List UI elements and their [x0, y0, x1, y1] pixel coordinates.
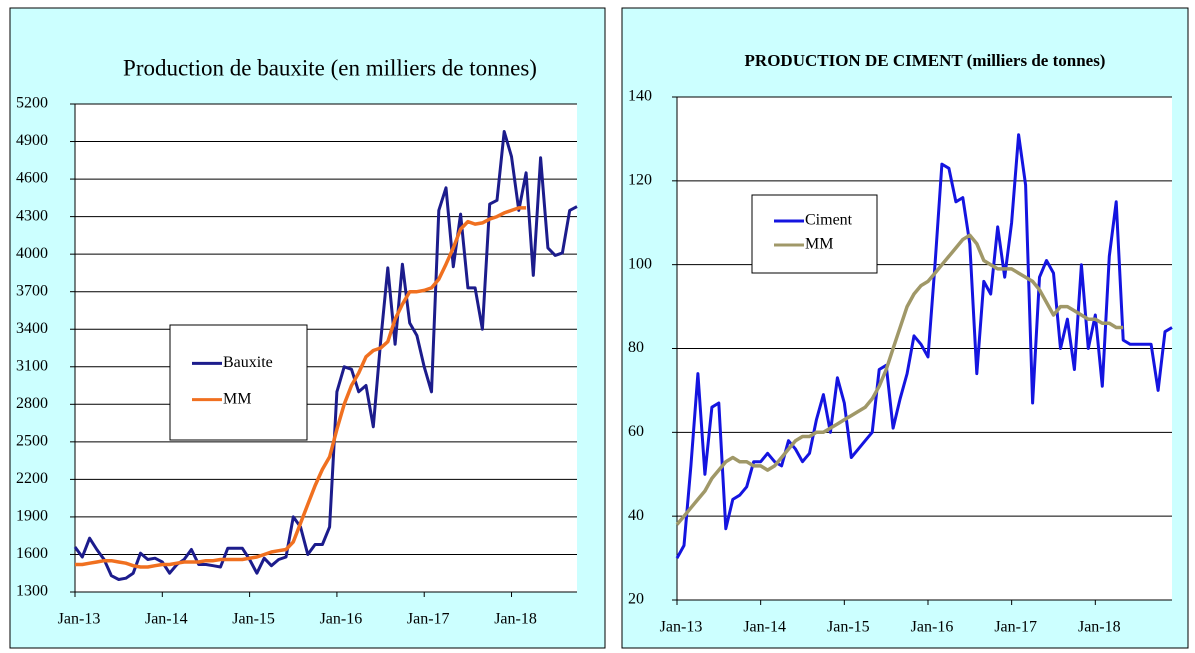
series-line: [675, 233, 1124, 526]
y-tick-label: 3700: [16, 282, 48, 299]
x-tick-label: Jan-14: [145, 611, 188, 628]
y-tick-label: 140: [628, 88, 652, 105]
series-line: [675, 133, 1173, 559]
legend-label: Bauxite: [223, 354, 273, 371]
y-tick-label: 4900: [16, 132, 48, 149]
y-tick-label: 3400: [16, 320, 48, 337]
chart-title: PRODUCTION DE CIMENT (milliers de tonnes…: [745, 51, 1106, 70]
y-tick-label: 20: [628, 591, 644, 608]
y-tick-label: 4600: [16, 170, 48, 187]
x-tick-label: Jan-13: [660, 619, 703, 636]
series-line: [75, 206, 527, 569]
y-tick-label: 100: [628, 255, 652, 272]
y-tick-label: 5200: [16, 95, 48, 112]
y-tick-label: 2200: [16, 470, 48, 487]
y-tick-label: 2500: [16, 433, 48, 450]
x-tick-label: Jan-18: [1078, 619, 1121, 636]
x-tick-label: Jan-13: [58, 611, 101, 628]
y-tick-label: 4300: [16, 207, 48, 224]
x-tick-label: Jan-16: [911, 619, 954, 636]
legend-label: Ciment: [805, 212, 853, 229]
x-tick-label: Jan-18: [494, 611, 537, 628]
x-tick-label: Jan-17: [994, 619, 1037, 636]
x-tick-label: Jan-16: [320, 611, 363, 628]
y-tick-label: 40: [628, 507, 644, 524]
y-tick-label: 1900: [16, 508, 48, 525]
series-line: [73, 130, 578, 581]
y-tick-label: 1300: [16, 583, 48, 600]
x-tick-label: Jan-17: [407, 611, 450, 628]
legend: [751, 194, 878, 274]
legend-label: MM: [223, 390, 251, 407]
y-tick-label: 1600: [16, 545, 48, 562]
x-tick-label: Jan-14: [743, 619, 786, 636]
x-tick-label: Jan-15: [232, 611, 275, 628]
y-tick-label: 60: [628, 423, 644, 440]
y-tick-label: 4000: [16, 245, 48, 262]
chart-title: Production de bauxite (en milliers de to…: [123, 55, 537, 80]
legend-label: MM: [805, 236, 833, 253]
x-tick-label: Jan-15: [827, 619, 870, 636]
y-tick-label: 3100: [16, 357, 48, 374]
y-tick-label: 120: [628, 172, 652, 189]
y-tick-label: 2800: [16, 395, 48, 412]
plot-area: [75, 104, 577, 592]
y-tick-label: 80: [628, 339, 644, 356]
legend: [169, 324, 308, 441]
